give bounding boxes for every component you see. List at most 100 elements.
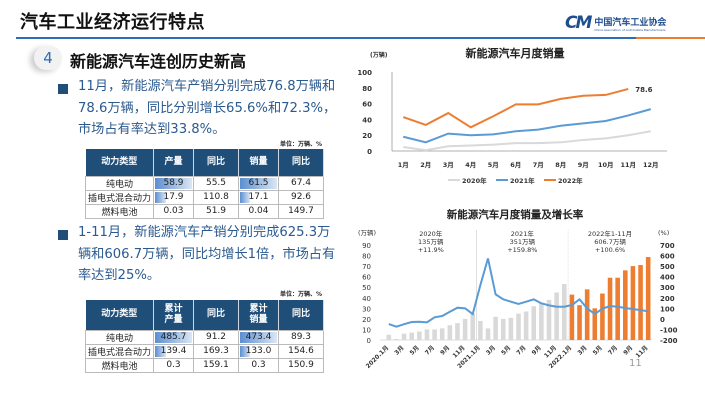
y-axis-label: (万辆) — [358, 228, 376, 237]
data-bar — [240, 345, 251, 357]
cell-value: 150.9 — [288, 360, 314, 370]
y-tick-label: 0 — [367, 148, 372, 156]
y2-tick-label: 100 — [660, 305, 675, 313]
y2-tick-label: 500 — [660, 263, 675, 271]
table-row: 纯电动 485.7 91.2 473.4 89.3 — [85, 329, 324, 345]
table-cell: 485.7 — [153, 329, 194, 345]
x-tick-label: 9月 — [578, 161, 589, 169]
x-tick-label: 9月 — [530, 344, 543, 357]
table-cell: 插电式混合动力 — [85, 189, 154, 205]
table-row: 燃料电池 0.03 51.9 0.04 149.7 — [85, 203, 324, 219]
monthly-table: 动力类型 产量 同比 销量 同比 纯电动 58.9 55.5 61.5 67.4 插电式混合动力 17… — [85, 149, 324, 219]
column-header: 动力类型 — [85, 149, 154, 176]
sales-bar — [638, 265, 643, 340]
y-tick-label: 80 — [362, 253, 371, 261]
table-cell: 0.3 — [238, 357, 279, 373]
x-tick-label: 1月 — [398, 161, 409, 169]
growth-rate-line — [388, 258, 649, 328]
column-header: 同比 — [193, 149, 239, 176]
cell-value: 插电式混合动力 — [87, 347, 151, 358]
y2-tick-label: -100 — [660, 326, 678, 334]
data-bar — [155, 345, 166, 357]
sales-bar — [600, 293, 605, 340]
x-tick-label: 9月 — [438, 344, 451, 357]
sales-bar — [584, 289, 590, 340]
cell-value: 159.1 — [203, 360, 229, 370]
y-tick-label: 100 — [357, 69, 372, 77]
sales-bar — [417, 331, 422, 340]
column-header: 同比 — [193, 300, 239, 330]
x-tick-label: 5月 — [499, 344, 512, 357]
cell-value: 51.9 — [205, 206, 227, 216]
y-tick-label: 20 — [362, 132, 372, 140]
x-tick-label: 11月 — [620, 161, 636, 169]
data-label: 78.6 — [635, 86, 652, 94]
legend-label: 2020年 — [462, 176, 487, 185]
x-tick-label: 2020.1月 — [364, 344, 390, 370]
cell-value: 0.04 — [248, 206, 269, 216]
sales-bar — [561, 284, 567, 340]
column-header: 累计销量 — [238, 300, 279, 330]
y2-axis-label: (%) — [658, 229, 669, 237]
cell-value: 0.3 — [166, 360, 181, 370]
annotation-volume: 135万辆 — [418, 237, 444, 246]
sales-bar — [455, 323, 460, 340]
x-tick-label: 6月 — [510, 161, 521, 169]
table-cell: 55.5 — [193, 175, 239, 191]
cell-value: 插电式混合动力 — [87, 193, 151, 204]
sales-bar — [630, 266, 636, 340]
page-number: 11 — [629, 358, 642, 369]
logo-mark: CM — [565, 13, 592, 33]
cell-value: 133.0 — [245, 346, 272, 356]
sales-bar — [607, 277, 613, 340]
cell-value: 燃料电池 — [101, 207, 138, 218]
x-tick-label: 7月 — [533, 161, 544, 169]
sales-bar — [447, 325, 453, 340]
cell-value: 纯电动 — [105, 333, 133, 344]
cell-value: 169.3 — [203, 346, 229, 356]
table-cell: 插电式混合动力 — [85, 343, 154, 359]
sales-bar — [516, 313, 521, 340]
sales-bar — [508, 317, 514, 340]
x-tick-label: 3月 — [443, 161, 454, 169]
data-bar — [155, 191, 167, 203]
y-tick-label: 50 — [362, 284, 371, 292]
legend-label: 2022年 — [558, 176, 583, 185]
table-cell: 17.1 — [238, 189, 279, 205]
x-tick-label: 12月 — [643, 161, 659, 169]
data-bar — [240, 331, 278, 343]
logo-text-en: China Association of Automobile Manufact… — [594, 27, 666, 32]
y2-tick-label: 400 — [660, 274, 675, 282]
y-tick-label: 10 — [362, 326, 371, 334]
x-tick-label: 5月 — [488, 161, 499, 169]
table-cell: 0.04 — [238, 203, 279, 219]
table-cell: 89.3 — [278, 329, 324, 345]
caam-logo: CM 中国汽车工业协会 China Association of Automobi… — [565, 13, 666, 33]
cell-value: 89.3 — [290, 332, 312, 342]
sales-bar — [401, 333, 407, 340]
annotation-growth: +11.9% — [418, 246, 444, 254]
y-axis-label: (万辆) — [370, 51, 388, 59]
table-cell: 133.0 — [238, 343, 279, 359]
series-line-2021年 — [403, 108, 652, 144]
table-cell: 473.4 — [238, 329, 279, 345]
sales-bar — [500, 318, 506, 340]
table-row: 纯电动 58.9 55.5 61.5 67.4 — [85, 175, 324, 191]
paragraph-cumulative: 1-11月，新能源汽车产销分别完成625.3万辆和606.7万辆，同比均增长1倍… — [78, 225, 336, 283]
sales-bar — [432, 329, 437, 340]
table-cell: 154.6 — [278, 343, 324, 359]
sales-bar — [531, 306, 537, 340]
slide-title: 汽车工业经济运行特点 — [20, 12, 205, 33]
sales-bar — [470, 313, 476, 340]
x-tick-label: 10月 — [598, 161, 614, 169]
y-tick-label: 60 — [362, 274, 371, 282]
y2-tick-label: 200 — [660, 295, 675, 303]
annotation-growth: +159.8% — [507, 246, 537, 254]
table-cell: 58.9 — [153, 175, 194, 191]
annotation-volume: 606.7万辆 — [594, 237, 626, 246]
title-rule-accent — [636, 37, 705, 39]
section-number: 4 — [34, 46, 62, 70]
data-bar — [240, 191, 251, 203]
cumulative-table: 动力类型 累计产量 同比 累计销量 同比 纯电动 485.7 91.2 473.4 89.3 插电式… — [85, 300, 324, 373]
x-tick-label: 7月 — [515, 344, 528, 357]
